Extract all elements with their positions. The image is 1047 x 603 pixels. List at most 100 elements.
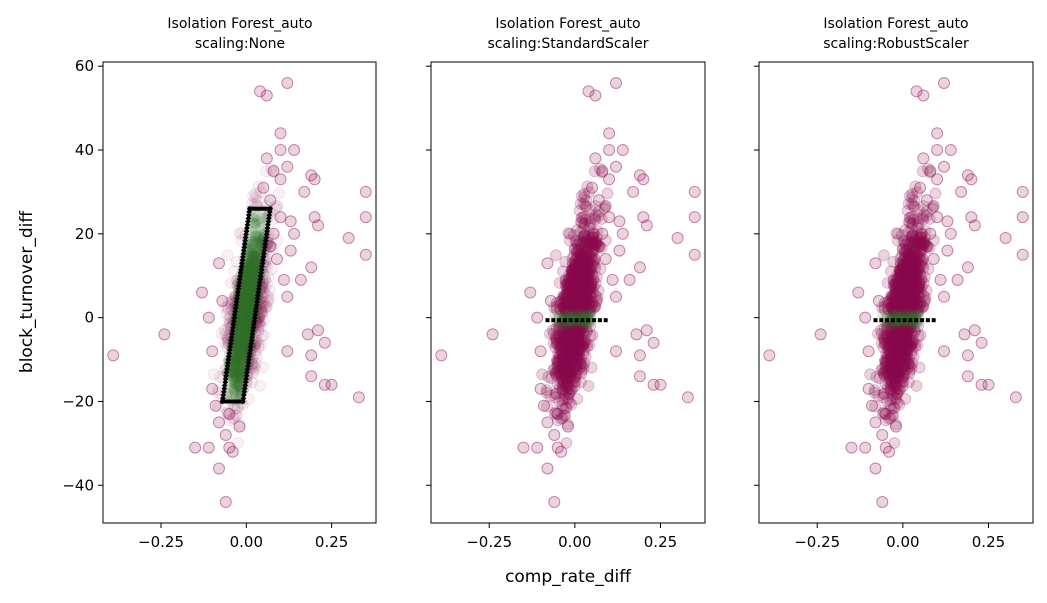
inlier-point xyxy=(228,385,240,397)
inlier-point xyxy=(243,275,255,287)
outlier-point xyxy=(254,85,266,98)
inlier-point xyxy=(549,308,561,320)
inlier-point xyxy=(225,382,237,394)
outlier-point xyxy=(568,266,581,279)
outlier-point xyxy=(862,345,875,358)
inlier-point xyxy=(246,258,258,270)
inlier-point xyxy=(231,356,242,368)
inlier-point xyxy=(239,313,251,325)
outlier-point xyxy=(961,370,974,383)
outlier-point xyxy=(560,355,573,368)
inlier-point xyxy=(243,276,254,288)
inlier-point xyxy=(241,270,253,282)
inlier-point xyxy=(243,283,254,295)
inlier-point xyxy=(249,235,261,247)
outlier-point xyxy=(284,215,297,228)
inlier-point xyxy=(253,230,265,242)
outlier-point xyxy=(563,298,576,311)
inlier-point xyxy=(247,260,259,272)
outlier-point xyxy=(562,284,575,297)
outlier-point xyxy=(589,261,602,274)
inlier-point xyxy=(249,252,260,264)
inlier-point xyxy=(246,235,258,247)
inlier-point xyxy=(229,361,240,373)
x-tick-label: 0.00 xyxy=(558,533,591,551)
outlier-point xyxy=(550,387,563,400)
inlier-point xyxy=(245,294,256,305)
outlier-point xyxy=(271,253,283,265)
outlier-point xyxy=(260,300,273,313)
inlier-point xyxy=(244,289,256,301)
inlier-point xyxy=(245,300,257,312)
outlier-point xyxy=(918,294,931,307)
inlier-point xyxy=(234,366,246,378)
outlier-point xyxy=(583,249,596,262)
inlier-point xyxy=(229,367,241,379)
outlier-point xyxy=(567,372,580,385)
outlier-point xyxy=(561,323,574,336)
inlier-point xyxy=(237,351,249,363)
inlier-point xyxy=(232,379,244,391)
inlier-point xyxy=(250,230,262,242)
inlier-point xyxy=(237,304,249,316)
outlier-point xyxy=(267,166,280,179)
inlier-point xyxy=(237,344,249,355)
outlier-point xyxy=(556,384,569,397)
outlier-point xyxy=(944,144,957,156)
outlier-point xyxy=(562,366,575,379)
inlier-point xyxy=(239,312,251,324)
inlier-point xyxy=(232,342,244,354)
inlier-point xyxy=(247,275,259,286)
inlier-point xyxy=(241,290,253,302)
inlier-point xyxy=(228,359,240,371)
inlier-point xyxy=(242,274,254,285)
inlier-point xyxy=(238,313,250,325)
outlier-point xyxy=(575,294,587,307)
inlier-point xyxy=(230,353,242,365)
inlier-point xyxy=(233,343,245,355)
outlier-point xyxy=(570,286,583,299)
outlier-point xyxy=(567,336,580,349)
inlier-point xyxy=(247,268,259,279)
outlier-point xyxy=(573,257,586,270)
inlier-point xyxy=(234,332,246,344)
outlier-point xyxy=(564,370,577,383)
outlier-point xyxy=(562,382,575,395)
outlier-point xyxy=(225,276,238,289)
inlier-point xyxy=(247,280,259,291)
inlier-point xyxy=(229,355,241,367)
inlier-point xyxy=(250,259,262,271)
inlier-point xyxy=(234,316,246,328)
inlier-point xyxy=(235,343,246,354)
outlier-point xyxy=(581,337,593,350)
outlier-point xyxy=(219,496,232,508)
inlier-point xyxy=(238,312,250,324)
inlier-point xyxy=(233,324,245,336)
inlier-point xyxy=(246,258,258,270)
inlier-point xyxy=(236,339,247,351)
inlier-point xyxy=(241,330,253,341)
outlier-point xyxy=(573,250,586,263)
inlier-point xyxy=(249,251,260,263)
inlier-point xyxy=(246,279,258,291)
outlier-point xyxy=(555,337,568,349)
inlier-point xyxy=(244,285,256,297)
outlier-point xyxy=(581,302,594,315)
inlier-point xyxy=(243,264,255,276)
outlier-point xyxy=(558,295,571,308)
boundary-marker xyxy=(873,318,878,323)
inlier-point xyxy=(227,363,239,375)
inlier-point xyxy=(238,300,250,312)
outlier-point xyxy=(596,165,609,177)
boundary-marker xyxy=(568,318,573,323)
outlier-point xyxy=(565,296,578,308)
inlier-point xyxy=(239,331,250,343)
inlier-point xyxy=(238,311,250,323)
outlier-point xyxy=(571,346,584,359)
inlier-point xyxy=(233,326,245,338)
outlier-point xyxy=(572,243,585,256)
boundary-marker xyxy=(597,318,602,323)
inlier-point xyxy=(246,288,258,300)
inlier-point xyxy=(245,277,257,289)
inlier-point xyxy=(241,272,253,284)
